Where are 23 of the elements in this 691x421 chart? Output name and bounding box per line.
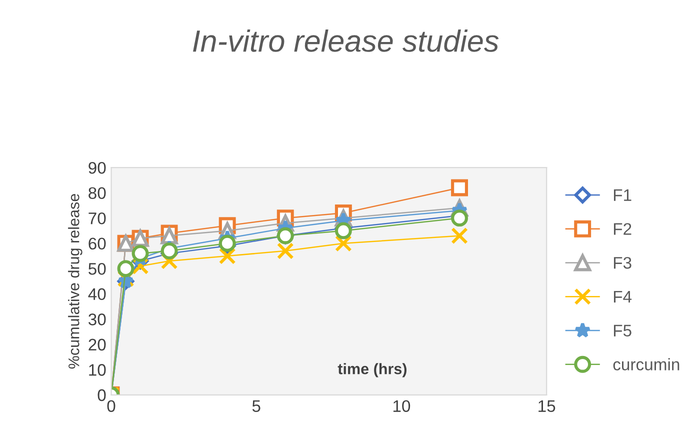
legend-label: F5 xyxy=(614,324,632,337)
y-axis-title: %cumulative drug release xyxy=(68,194,82,369)
y-tick-label: 0 xyxy=(98,389,106,402)
legend-label: F1 xyxy=(614,189,632,201)
y-tick-label: 40 xyxy=(88,288,106,300)
y-tick-label: 90 xyxy=(88,162,106,174)
x-tick-label: 0 xyxy=(107,400,116,412)
y-tick-label: 20 xyxy=(88,338,106,351)
x-axis-title: time (hrs) xyxy=(338,363,406,378)
y-tick-label: 70 xyxy=(88,212,106,224)
chart-title: In-vitro release studies xyxy=(193,29,499,52)
legend-label: curcumin xyxy=(613,358,680,370)
x-tick-label: 5 xyxy=(252,400,260,412)
legend-label: F4 xyxy=(614,291,632,302)
y-tick-label: 10 xyxy=(89,364,106,376)
y-tick-label: 60 xyxy=(88,238,106,250)
x-tick-label: 15 xyxy=(538,400,556,412)
y-tick-label: 50 xyxy=(88,263,106,275)
x-tick-label: 10 xyxy=(393,400,410,412)
y-tick-label: 80 xyxy=(88,187,106,200)
y-tick-label: 30 xyxy=(88,314,106,326)
legend-label: F2 xyxy=(614,223,632,235)
legend-label: F3 xyxy=(614,256,632,269)
